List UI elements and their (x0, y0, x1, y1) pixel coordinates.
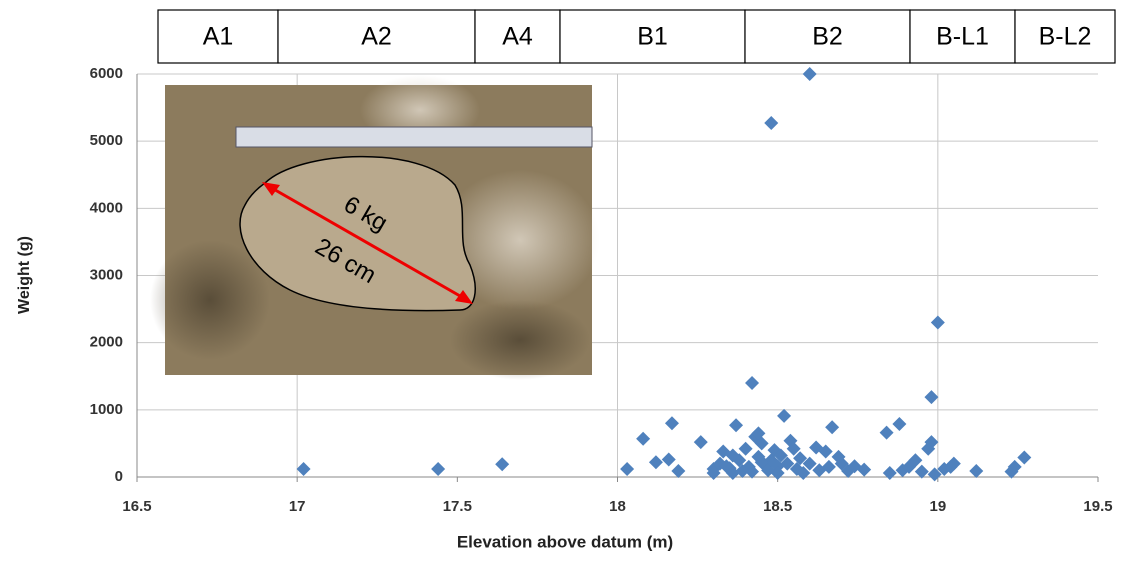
x-tick-label: 17.5 (443, 498, 472, 515)
point (969, 464, 983, 478)
point (777, 409, 791, 423)
y-tick-label: 4000 (90, 199, 123, 216)
point (662, 453, 676, 467)
chart: 6 kg 26 cm Elevation above datum (m) Wei… (0, 0, 1131, 558)
photo-shadow (450, 300, 590, 380)
point (764, 116, 778, 130)
zone-label: B1 (637, 23, 668, 51)
y-tick-label: 5000 (90, 132, 123, 149)
point (620, 462, 634, 476)
zone-label: A2 (361, 23, 392, 51)
point (880, 426, 894, 440)
point (431, 462, 445, 476)
point (495, 457, 509, 471)
point (803, 67, 817, 81)
y-tick-label: 3000 (90, 266, 123, 283)
point (729, 418, 743, 432)
x-tick-label: 19.5 (1083, 498, 1112, 515)
point (739, 442, 753, 456)
zone-label: B2 (812, 23, 843, 51)
point (297, 462, 311, 476)
point (931, 316, 945, 330)
point (745, 376, 759, 390)
point (665, 416, 679, 430)
x-axis-label: Elevation above datum (m) (457, 532, 673, 551)
point (924, 390, 938, 404)
ruler (236, 127, 592, 147)
point (892, 417, 906, 431)
zone-label: A1 (203, 23, 234, 51)
x-tick-label: 19 (929, 498, 946, 515)
zone-label: B-L2 (1039, 23, 1092, 51)
y-tick-label: 2000 (90, 334, 123, 351)
x-tick-label: 17 (289, 498, 306, 515)
point (671, 464, 685, 478)
point (636, 432, 650, 446)
inset-photo: 6 kg 26 cm (150, 75, 600, 380)
y-tick-label: 0 (115, 468, 123, 485)
y-tick-label: 6000 (90, 65, 123, 82)
point (825, 420, 839, 434)
point (1017, 451, 1031, 465)
x-tick-label: 18 (609, 498, 626, 515)
zone-label: A4 (502, 23, 533, 51)
point (883, 466, 897, 480)
x-tick-label: 16.5 (122, 498, 151, 515)
point (694, 435, 708, 449)
y-tick-label: 1000 (90, 401, 123, 418)
y-axis-label: Weight (g) (16, 236, 33, 314)
zone-label: B-L1 (936, 23, 989, 51)
point (649, 455, 663, 469)
x-tick-label: 18.5 (763, 498, 792, 515)
